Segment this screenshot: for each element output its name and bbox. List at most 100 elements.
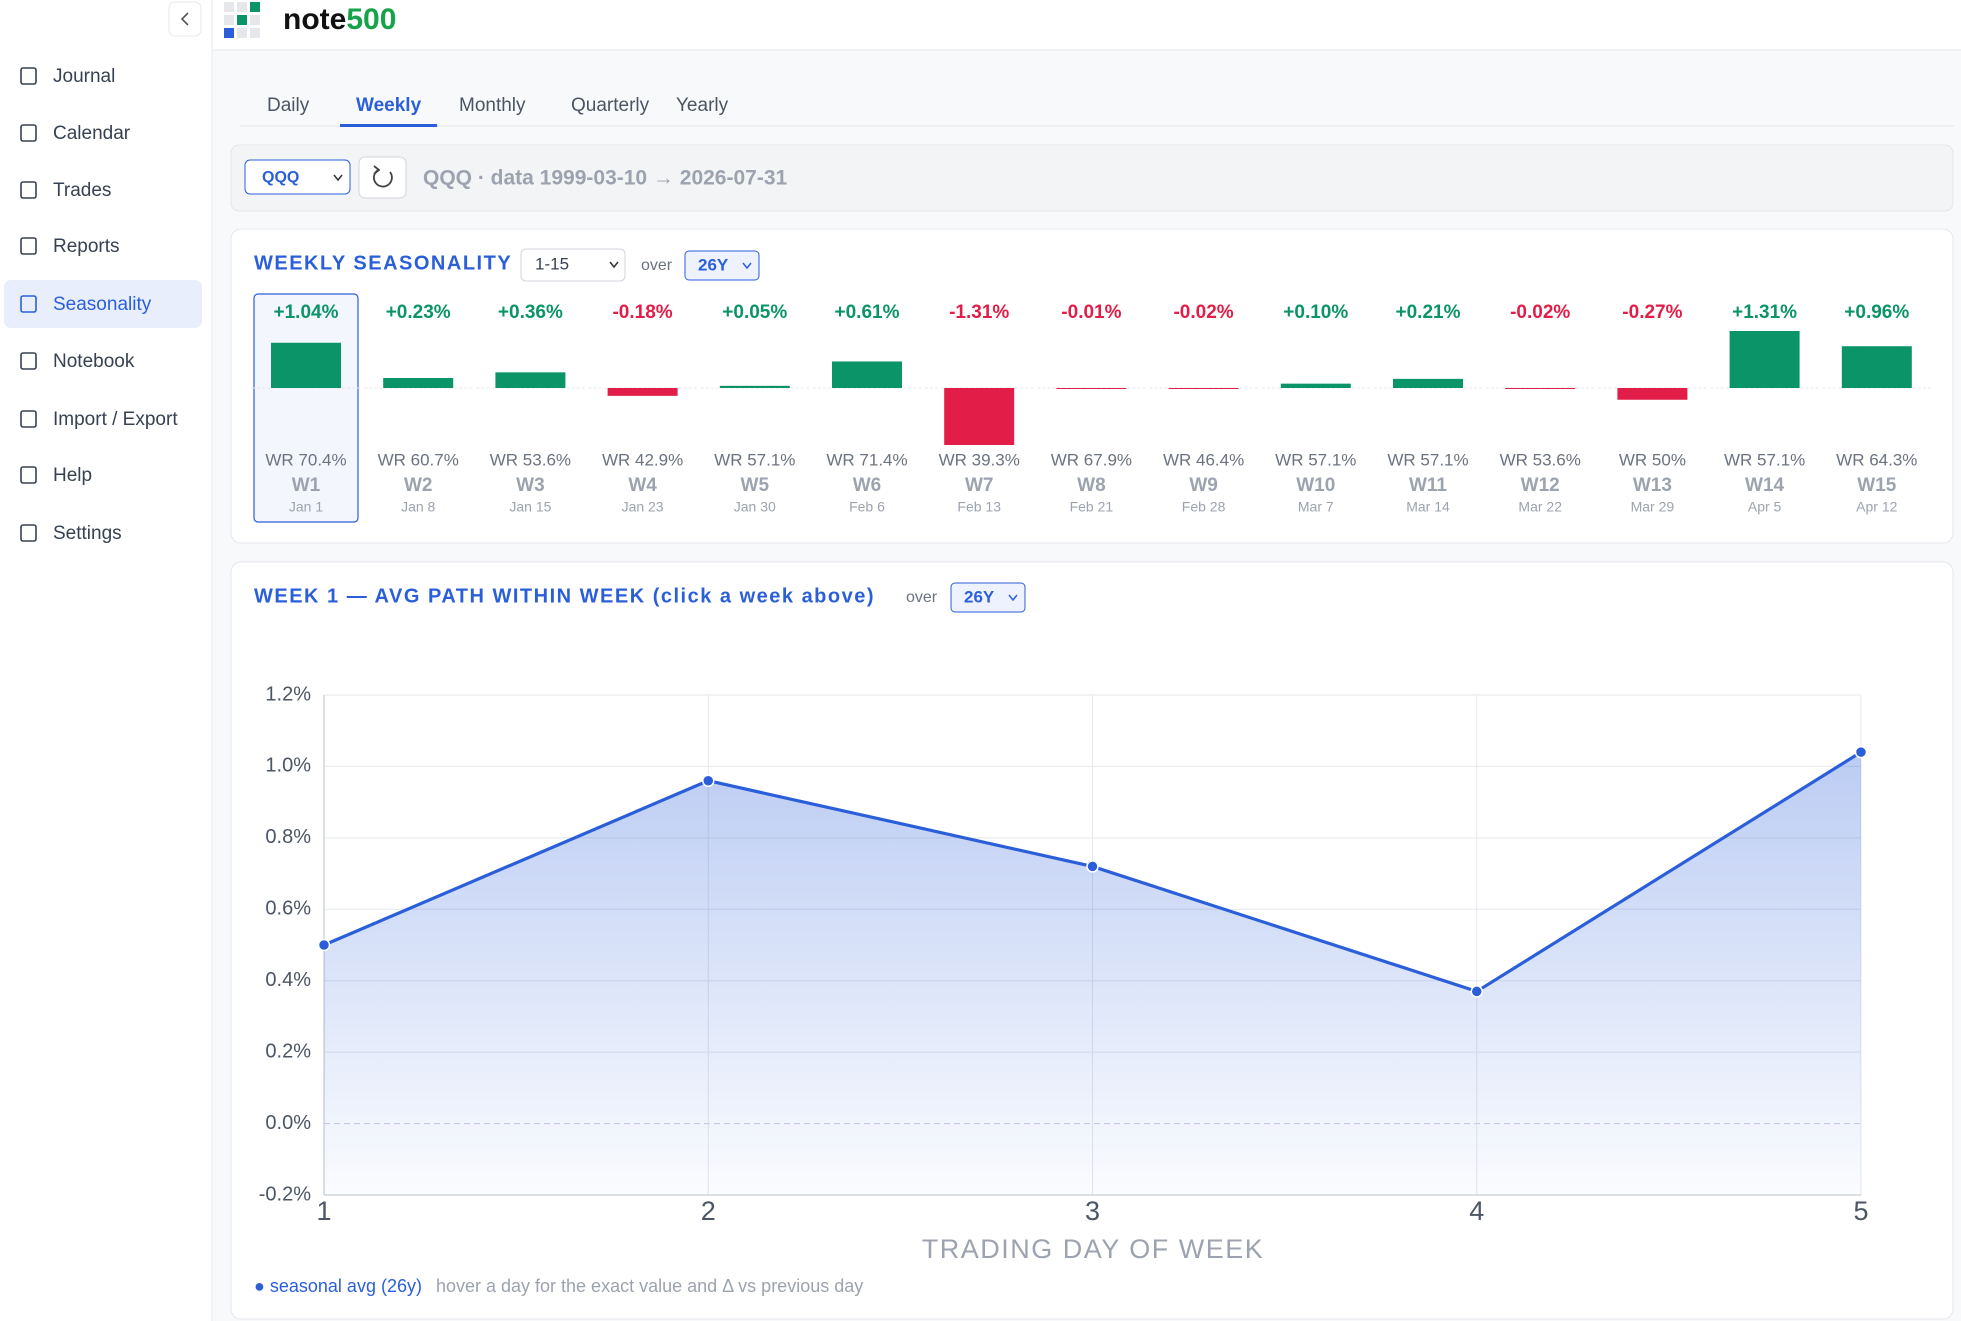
week-bar[interactable] — [1168, 388, 1239, 389]
collapse-button[interactable] — [168, 1, 202, 37]
chevron — [1008, 594, 1018, 602]
tab[interactable]: Quarterly — [571, 95, 650, 116]
header — [213, 0, 1961, 50]
week-bar[interactable] — [1056, 388, 1127, 389]
tab[interactable]: Weekly — [356, 95, 422, 116]
nav-icon — [20, 352, 37, 370]
week-return: +0.36% — [498, 302, 563, 323]
week-return: -0.02% — [1510, 302, 1570, 323]
nav-icon — [20, 410, 37, 428]
y-tick-label: 1.2% — [265, 683, 311, 705]
nav-icon — [20, 524, 37, 542]
over-label: over — [906, 589, 938, 606]
nav-item[interactable]: Trades — [53, 180, 111, 201]
week-winrate: WR 53.6% — [1500, 450, 1581, 469]
point[interactable] — [317, 938, 331, 952]
week-bar[interactable] — [607, 388, 678, 396]
week-bar[interactable] — [719, 385, 790, 388]
week-label: W6 — [853, 475, 882, 496]
symbol-value: QQQ — [262, 169, 299, 186]
week-bar[interactable] — [383, 377, 454, 388]
week-bar[interactable] — [832, 361, 902, 388]
span-select[interactable] — [684, 250, 760, 281]
week-bar[interactable] — [944, 388, 1015, 445]
point[interactable] — [1854, 745, 1868, 759]
week-date: Feb 28 — [1182, 499, 1226, 515]
nav-icon — [20, 295, 37, 313]
span-value: 26Y — [964, 587, 995, 606]
nav-item[interactable]: Reports — [53, 236, 120, 257]
week-label: W2 — [404, 475, 433, 496]
week-return: +1.31% — [1732, 302, 1797, 323]
tab[interactable]: Yearly — [676, 95, 729, 116]
nav-item[interactable]: Settings — [53, 523, 122, 544]
point[interactable] — [1086, 860, 1099, 873]
week-date: Jan 15 — [509, 499, 551, 515]
refresh-arrow — [373, 165, 381, 175]
week-bar[interactable] — [1729, 331, 1800, 388]
week-label: W14 — [1745, 475, 1785, 496]
week-label: W15 — [1857, 475, 1897, 496]
range-value: 1-15 — [535, 254, 569, 273]
week-winrate: WR 64.3% — [1836, 450, 1917, 469]
x-tick-label: 5 — [1853, 1196, 1868, 1226]
week-date: Feb 21 — [1070, 499, 1114, 515]
nav-active-bg — [4, 280, 202, 328]
logo-icon — [224, 2, 260, 38]
week-bar[interactable] — [1280, 383, 1351, 388]
x-tick-label: 2 — [701, 1196, 716, 1226]
week-winrate: WR 46.4% — [1163, 450, 1244, 469]
y-tick-label: -0.2% — [259, 1183, 311, 1205]
legend: ● seasonal avg (26y) hover a day for the … — [254, 1276, 863, 1296]
nav-icon — [20, 466, 37, 484]
week-winrate: WR 42.9% — [602, 450, 683, 469]
range-select[interactable] — [520, 248, 626, 282]
toolbar-info: QQQ · data 1999-03-10 → 2026-07-31 — [423, 167, 788, 190]
span-select[interactable] — [950, 582, 1026, 613]
week-winrate: WR 60.7% — [378, 450, 459, 469]
nav-item[interactable]: Import / Export — [53, 409, 178, 430]
nav-item[interactable]: Help — [53, 465, 92, 486]
refresh-button[interactable] — [358, 156, 407, 199]
nav-icon — [20, 237, 37, 255]
nav-icon — [20, 124, 37, 142]
tab[interactable]: Daily — [267, 95, 310, 116]
week-bar[interactable] — [271, 342, 341, 388]
week-winrate: WR 57.1% — [1724, 450, 1805, 469]
week-bar[interactable] — [1393, 378, 1463, 388]
point[interactable] — [1470, 985, 1483, 998]
week-bar[interactable] — [1617, 388, 1688, 400]
week-date: Jan 30 — [734, 499, 776, 515]
y-tick-label: 0.8% — [265, 826, 311, 848]
week-bar[interactable] — [1841, 346, 1912, 388]
week-date: Jan 8 — [401, 499, 435, 515]
tab[interactable]: Monthly — [459, 95, 526, 116]
y-tick-label: 0.4% — [265, 969, 311, 991]
nav-item[interactable]: Seasonality — [53, 294, 152, 315]
nav-item[interactable]: Calendar — [53, 123, 131, 144]
nav-item[interactable]: Journal — [53, 66, 115, 87]
chart-note: hover a day for the exact value and Δ vs… — [436, 1276, 863, 1296]
week-date: Feb 6 — [849, 499, 885, 515]
point[interactable] — [702, 774, 715, 787]
week-date: Apr 5 — [1748, 499, 1782, 515]
week-bar[interactable] — [495, 372, 566, 388]
symbol-select[interactable] — [244, 159, 351, 195]
week-label: W13 — [1633, 475, 1672, 496]
nav-icon — [20, 181, 37, 199]
week-label: W10 — [1296, 475, 1335, 496]
weeks-title: WEEKLY SEASONALITY — [254, 252, 512, 274]
week-winrate: WR 57.1% — [714, 450, 795, 469]
week-date: Feb 13 — [957, 499, 1001, 515]
sidebar — [0, 0, 212, 1321]
chevron — [742, 262, 752, 270]
x-axis-label: TRADING DAY OF WEEK — [922, 1234, 1265, 1264]
nav-item[interactable]: Notebook — [53, 351, 135, 372]
week-date: Mar 14 — [1406, 499, 1450, 515]
y-tick-label: 0.0% — [265, 1112, 311, 1134]
week-return: +0.61% — [835, 302, 900, 323]
week-bar[interactable] — [1505, 388, 1576, 389]
y-tick-label: 0.6% — [265, 898, 311, 920]
nav-icon — [20, 67, 37, 85]
